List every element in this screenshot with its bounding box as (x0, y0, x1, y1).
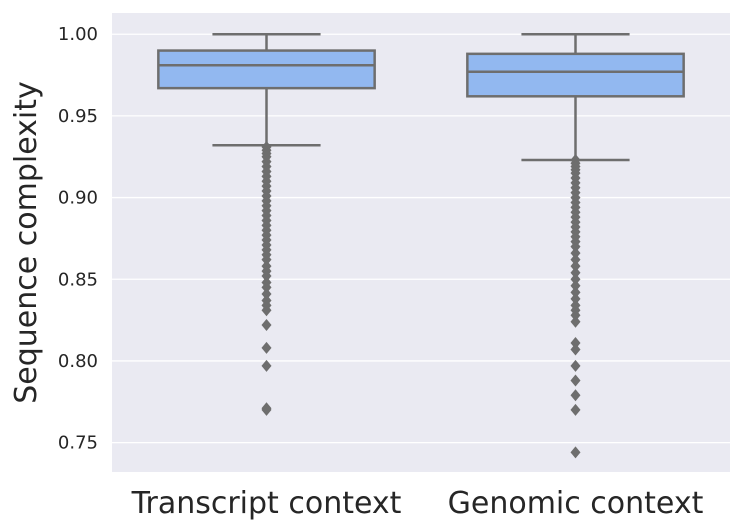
outlier-point (570, 279, 581, 292)
y-tick-label: 1.00 (58, 24, 98, 45)
y-axis-title: Sequence complexity (9, 81, 44, 404)
outlier-point (261, 304, 272, 317)
y-tick-label: 0.90 (58, 188, 98, 209)
y-tick-label: 0.85 (58, 269, 98, 290)
outlier-point (261, 253, 272, 266)
outlier-point (570, 247, 581, 260)
y-tick-label: 0.95 (58, 106, 98, 127)
iqr-box (157, 49, 376, 90)
outlier-point (570, 343, 581, 356)
outlier-point (570, 253, 581, 266)
outlier-point (570, 336, 581, 349)
outlier-point (570, 273, 581, 286)
boxes (157, 32, 685, 459)
iqr-box (466, 52, 685, 98)
outlier-point (570, 292, 581, 305)
outlier-point (570, 315, 581, 328)
outlier-point (261, 269, 272, 282)
outlier-point (570, 260, 581, 273)
outlier-point (570, 389, 581, 402)
outlier-point (570, 359, 581, 372)
outlier-point (261, 359, 272, 372)
x-category-labels: Transcript context Genomic context (131, 486, 704, 521)
outlier-point (261, 341, 272, 354)
outlier-point (261, 318, 272, 331)
x-category-label: Genomic context (448, 486, 704, 521)
outlier-point (570, 240, 581, 253)
outlier-point (570, 403, 581, 416)
x-category-label: Transcript context (131, 486, 402, 521)
outlier-point (570, 266, 581, 279)
box-group (466, 32, 685, 459)
outlier-point (570, 446, 581, 459)
outlier-point (261, 403, 272, 416)
box-group (157, 32, 376, 416)
outlier-point (570, 286, 581, 299)
y-tick-label: 0.80 (58, 351, 98, 372)
outlier-point (570, 374, 581, 387)
outlier-point (261, 281, 272, 294)
outlier-point (570, 309, 581, 322)
outlier-point (261, 287, 272, 300)
y-tick-label: 0.75 (58, 433, 98, 454)
y-tick-labels: 0.75 0.80 0.85 0.90 0.95 1.00 (58, 24, 98, 453)
